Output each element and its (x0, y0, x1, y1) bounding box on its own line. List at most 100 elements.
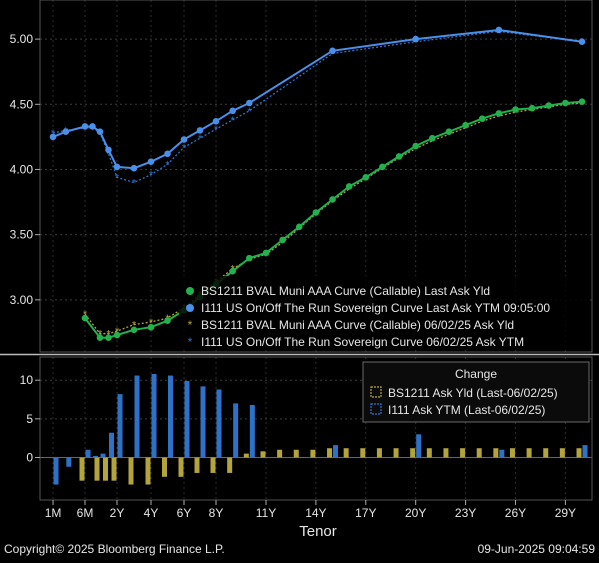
change-bar (134, 375, 140, 458)
series-point (462, 121, 469, 129)
change-bar (194, 457, 200, 473)
xtick-label: 29Y (555, 506, 576, 520)
change-bar (327, 448, 333, 458)
change-bar (576, 448, 582, 458)
series-star-point: * (414, 37, 419, 49)
series-point (89, 123, 96, 130)
change-bar (200, 386, 206, 458)
copyright-text: Copyright© 2025 Bloomberg Finance L.P. (4, 542, 225, 556)
series-point (105, 146, 112, 154)
series-point (578, 98, 586, 105)
top-panel-frame (39, 0, 593, 353)
change-bar (393, 448, 399, 458)
bottom-ytick-label: 0 (26, 450, 33, 464)
change-bar (162, 457, 167, 477)
change-bar (94, 457, 100, 481)
change-bar (249, 404, 255, 458)
series-point (113, 163, 121, 171)
change-bar (227, 457, 233, 473)
xtick-label: 14Y (305, 506, 326, 520)
legend-star-marker: * (188, 335, 193, 349)
change-bar (53, 457, 59, 485)
legend-star-marker: * (188, 318, 193, 332)
change-bar (509, 448, 515, 458)
series-point (412, 35, 419, 43)
xtick-label: 26Y (505, 506, 526, 520)
series-point (113, 331, 121, 339)
series-point (81, 123, 89, 130)
legend-dot-marker (186, 287, 194, 295)
legend-entry-label: I111 US On/Off The Run Sovereign Curve 0… (201, 335, 524, 349)
series-point (196, 127, 204, 134)
top-ytick-label: 3.50 (10, 228, 34, 242)
series-point (96, 334, 104, 341)
change-bar (416, 434, 422, 458)
series-line (52, 28, 583, 170)
change-bar (109, 432, 114, 458)
change-bar (79, 457, 85, 481)
series-star-point: * (247, 106, 252, 118)
series-star-point: * (132, 178, 137, 190)
bottom-ytick-label: 5 (26, 412, 33, 426)
legend-swatch (370, 386, 382, 398)
change-bar (178, 457, 184, 477)
series-point (295, 223, 303, 231)
series-point (345, 183, 353, 190)
legend-entry-label: BS1211 Ask Yld (Last-06/02/25) (388, 386, 558, 400)
change-bar (210, 457, 216, 473)
series-star-point: * (214, 124, 219, 136)
series-point (62, 128, 70, 135)
series-star-point: * (513, 107, 518, 119)
series-point (49, 133, 57, 141)
series-star-point: * (447, 129, 452, 141)
series-point (412, 142, 419, 150)
series-point (96, 128, 104, 135)
series-point (164, 317, 171, 325)
change-bar (93, 455, 98, 458)
xtick-label: 6Y (177, 506, 192, 520)
change-bar (243, 453, 249, 458)
curve-lines: ****************************************… (49, 26, 586, 341)
series-point (105, 334, 112, 341)
change-bar (559, 448, 565, 458)
series-point (528, 104, 536, 112)
change-legend-box (362, 361, 590, 423)
series-star-point: * (106, 149, 111, 161)
series-line (84, 102, 583, 335)
series-point (362, 174, 370, 181)
change-bar (128, 457, 134, 485)
series-point (279, 236, 286, 244)
curve-legend: BS1211 BVAL Muni AAA Curve (Callable) La… (179, 276, 590, 350)
change-bar (111, 457, 117, 481)
change-bar (460, 448, 466, 458)
series-star-point: * (497, 111, 502, 123)
series-point (562, 99, 569, 107)
change-legend-title: Change (455, 367, 497, 381)
change-bar (476, 448, 482, 458)
change-bar (376, 448, 382, 458)
change-bar (66, 457, 72, 467)
series-point (130, 326, 138, 334)
x-axis-label: Tenor (299, 523, 337, 540)
xtick-label: 6M (77, 506, 94, 520)
series-point (212, 117, 220, 125)
legend-dot-marker (186, 304, 194, 312)
series-point (262, 249, 270, 257)
series-star-point: * (347, 184, 352, 196)
legend-entry-label: I111 Ask YTM (Last-06/02/25) (388, 403, 545, 417)
change-bar (443, 448, 449, 458)
xtick-label: 17Y (355, 506, 376, 520)
legend-swatch (370, 403, 382, 415)
change-bar (117, 394, 123, 458)
change-bar (333, 445, 339, 458)
series-point (395, 153, 403, 160)
change-bar (543, 448, 549, 458)
change-legend: Change BS1211 Ask Yld (Last-06/02/25) I111… (362, 361, 590, 423)
change-bar (260, 451, 266, 458)
series-point (329, 196, 336, 203)
series-point (512, 106, 519, 113)
series-point (478, 115, 486, 122)
change-bar (310, 449, 316, 458)
